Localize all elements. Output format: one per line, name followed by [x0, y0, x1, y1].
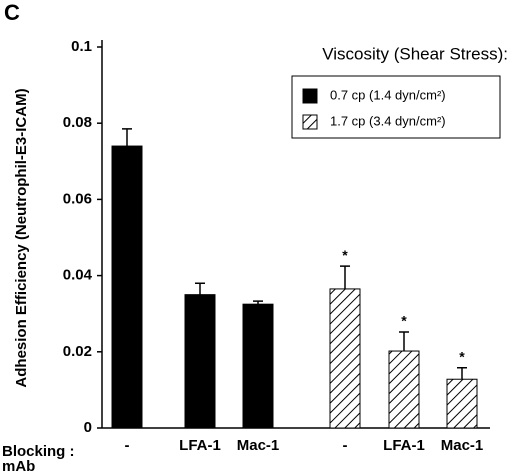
legend-box — [291, 75, 501, 139]
x-tick-label: Mac-1 — [441, 437, 484, 454]
bar — [388, 350, 420, 429]
significance-marker: * — [342, 247, 348, 263]
x-tick-label: LFA-1 — [383, 437, 425, 454]
legend-label: 1.7 cp (3.4 dyn/cm²) — [330, 113, 446, 128]
error-bar — [253, 300, 263, 305]
error-bar — [340, 265, 350, 289]
y-tick-label: 0.02 — [63, 343, 92, 360]
error-bar — [195, 282, 205, 295]
bar — [329, 288, 361, 429]
y-axis-label: Adhesion Efficiency (Neutrophil-E3-ICAM) — [13, 88, 30, 387]
bar — [184, 294, 216, 429]
legend-title: Viscosity (Shear Stress): — [322, 44, 508, 63]
significance-marker: * — [401, 313, 407, 329]
y-tick-label: 0 — [84, 419, 92, 436]
panel-label: C — [4, 0, 20, 25]
error-bar — [122, 128, 132, 147]
significance-marker: * — [459, 349, 465, 365]
y-tick-label: 0.1 — [71, 38, 92, 55]
bar — [111, 145, 143, 429]
x-axis-label: mAb — [2, 458, 35, 475]
x-tick-label: - — [125, 437, 130, 454]
x-tick-label: - — [343, 437, 348, 454]
error-bar — [399, 331, 409, 352]
x-tick-label: Mac-1 — [237, 437, 280, 454]
legend-swatch — [302, 88, 318, 104]
y-tick-label: 0.08 — [63, 114, 92, 131]
bar — [242, 303, 274, 429]
bar — [446, 378, 478, 429]
legend-swatch — [302, 114, 318, 130]
legend-label: 0.7 cp (1.4 dyn/cm²) — [330, 87, 446, 102]
y-tick-label: 0.06 — [63, 190, 92, 207]
x-tick-label: LFA-1 — [179, 437, 221, 454]
y-tick-label: 0.04 — [63, 267, 93, 284]
x-axis-label: Blocking : — [2, 443, 75, 460]
error-bar — [457, 367, 467, 380]
